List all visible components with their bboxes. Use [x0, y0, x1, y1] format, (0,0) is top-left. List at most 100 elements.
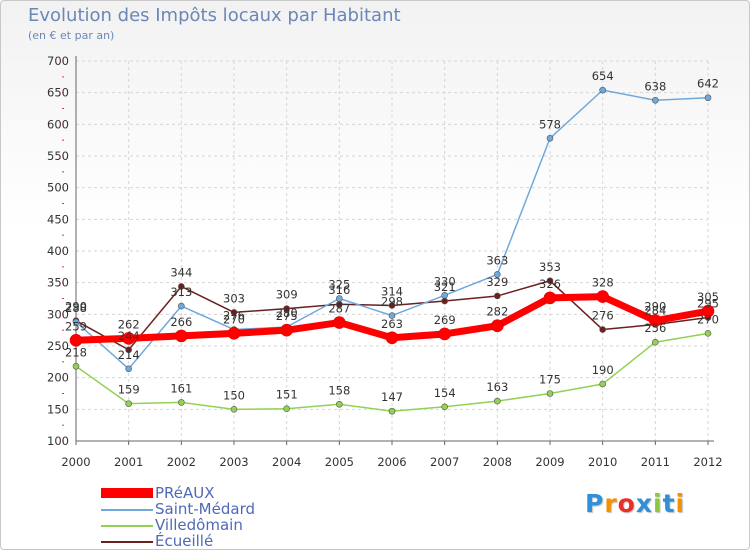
legend-label: Villedômain — [155, 516, 243, 534]
data-point — [125, 365, 132, 373]
data-label: 305 — [697, 290, 719, 304]
data-label: 287 — [328, 302, 350, 316]
data-label: 163 — [486, 380, 508, 394]
data-label: 280 — [276, 306, 298, 320]
data-label: 161 — [170, 381, 192, 395]
legend-swatch — [101, 541, 153, 543]
legend-item: PRéAUX — [101, 484, 361, 502]
data-point — [175, 329, 188, 343]
y-tick-label: 700 — [47, 54, 69, 68]
data-point — [69, 333, 83, 347]
y-tick-label: 600 — [47, 117, 69, 131]
data-point — [494, 271, 501, 278]
legend-swatch — [101, 525, 153, 527]
data-label: 321 — [434, 280, 456, 294]
x-tick-label: 2008 — [483, 455, 512, 469]
chart-title: Evolution des Impôts locaux par Habitant — [28, 5, 401, 26]
data-label: 363 — [486, 253, 508, 267]
data-label: 269 — [434, 313, 456, 327]
x-tick-label: 2011 — [641, 455, 670, 469]
legend-label: Écueillé — [155, 532, 214, 550]
data-label: 329 — [486, 275, 508, 289]
data-point — [649, 314, 662, 327]
x-tick-label: 2009 — [535, 455, 564, 469]
x-tick-label: 2010 — [588, 455, 617, 469]
data-point — [280, 323, 293, 337]
data-point — [388, 312, 396, 319]
data-point — [336, 295, 343, 302]
data-point — [438, 327, 451, 341]
data-point — [227, 327, 241, 340]
data-label: 309 — [276, 288, 298, 302]
data-point — [652, 96, 659, 104]
data-label: 276 — [223, 309, 245, 323]
data-label: 151 — [276, 388, 298, 402]
data-point — [599, 326, 606, 333]
data-label: 642 — [697, 77, 719, 91]
data-point — [546, 277, 554, 285]
chart-series — [69, 86, 715, 415]
data-point — [178, 283, 185, 290]
y-tick-label: 350 — [47, 276, 69, 290]
data-point — [230, 309, 238, 316]
data-label: 284 — [644, 303, 666, 317]
data-point — [441, 297, 448, 305]
data-label: 313 — [170, 285, 192, 299]
y-tick-label: 500 — [47, 181, 69, 195]
data-point — [336, 400, 343, 408]
data-point — [125, 400, 132, 407]
chart-legend: PRéAUX Saint-Médard Villedômain Écueillé — [101, 484, 361, 550]
data-label: 638 — [644, 79, 666, 93]
y-tick-label: 300 — [47, 307, 69, 321]
data-label: 282 — [486, 305, 508, 319]
chart-subtitle: (en € et par an) — [28, 29, 115, 42]
data-label: 270 — [697, 312, 719, 326]
x-tick-label: 2002 — [167, 455, 196, 469]
legend-item: Villedômain — [101, 516, 361, 534]
data-label: 578 — [539, 117, 561, 131]
legend-swatch — [101, 488, 153, 498]
chart-axes: 100 150 200 250 300 350 400 450 500 550 600 650 700 2… — [47, 54, 723, 469]
data-point — [596, 290, 609, 303]
data-label: 270 — [223, 312, 245, 326]
x-tick-label: 2001 — [114, 455, 143, 469]
data-label: 266 — [170, 315, 192, 329]
data-point — [178, 399, 185, 406]
y-tick-label: 450 — [47, 212, 69, 226]
y-tick-label: 550 — [47, 149, 69, 163]
data-label: 159 — [118, 383, 140, 397]
y-tick-label: 200 — [47, 371, 69, 385]
data-point — [704, 330, 712, 337]
data-label: 295 — [697, 297, 719, 311]
data-label: 276 — [592, 309, 614, 323]
data-label: 325 — [328, 278, 350, 292]
data-point — [599, 86, 606, 94]
data-label: 190 — [592, 363, 614, 377]
data-label: 244 — [118, 329, 140, 343]
x-tick-label: 2006 — [377, 455, 406, 469]
y-tick-label: 150 — [47, 402, 69, 416]
data-point — [283, 305, 290, 312]
data-label: 326 — [539, 277, 561, 291]
x-tick-label: 2012 — [693, 455, 722, 469]
data-label: 344 — [170, 265, 192, 279]
y-tick-label: 250 — [47, 339, 69, 353]
data-label: 214 — [118, 348, 140, 362]
data-label: 175 — [539, 373, 561, 387]
data-point — [72, 362, 80, 370]
data-label: 288 — [65, 301, 87, 315]
legend-item: Saint-Médard — [101, 500, 361, 518]
data-label: 314 — [381, 284, 403, 298]
legend-label: Saint-Médard — [155, 500, 255, 518]
data-point — [441, 292, 448, 299]
data-point — [494, 292, 501, 300]
data-point — [704, 94, 712, 102]
data-point — [388, 302, 396, 309]
data-point — [701, 304, 715, 318]
data-label: 328 — [592, 276, 614, 290]
data-point — [543, 291, 557, 305]
data-point — [494, 397, 501, 405]
data-label: 330 — [434, 274, 456, 288]
data-point — [652, 338, 659, 346]
